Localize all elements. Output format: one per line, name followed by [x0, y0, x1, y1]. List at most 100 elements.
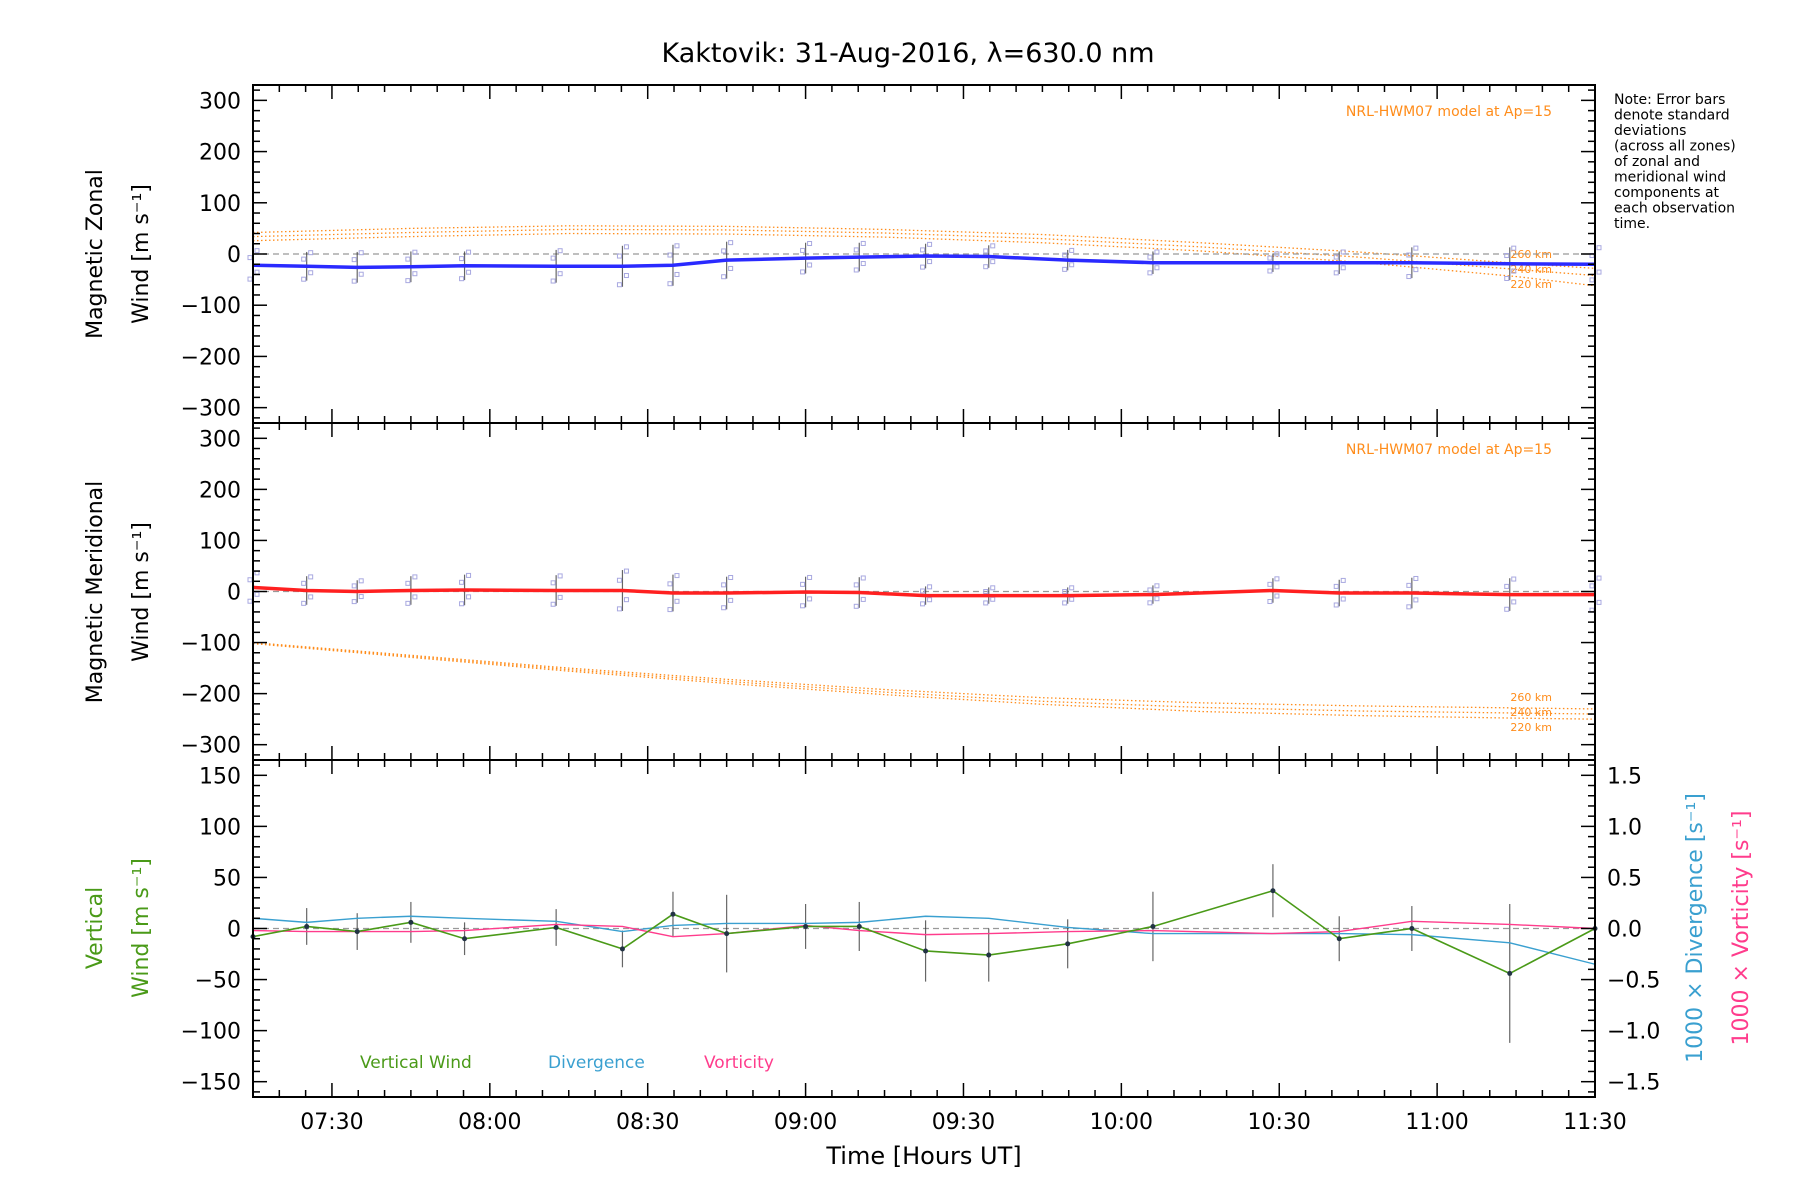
zone-sample	[616, 282, 622, 288]
zone-sample	[983, 600, 989, 606]
x-tick-label: 11:30	[1563, 1110, 1626, 1135]
zone-sample	[616, 253, 622, 259]
zonal-model-curves: 260 km 240 km 220 km	[252, 225, 1596, 291]
zone-sample	[1589, 583, 1595, 589]
zone-sample	[466, 249, 472, 255]
vertical-wind-point	[1507, 970, 1513, 976]
note-line: time.	[1614, 216, 1650, 232]
zone-sample	[800, 581, 806, 587]
zone-sample	[358, 578, 364, 584]
zone-sample	[405, 600, 411, 606]
vertical-wind-point	[619, 946, 625, 952]
y-tick-label: −200	[181, 345, 241, 370]
zone-sample	[990, 243, 996, 249]
zone-sample	[247, 276, 253, 282]
y-tick-label: −150	[181, 1071, 241, 1096]
zone-sample	[1154, 596, 1160, 602]
y-tick-label: 50	[213, 866, 241, 891]
zone-sample	[308, 594, 314, 600]
vertical-wind-point	[408, 919, 414, 925]
zone-sample	[1511, 599, 1517, 605]
meridional-wind-line	[252, 585, 1595, 598]
zone-sample	[1340, 596, 1346, 602]
y2-tick-label: −1.0	[1607, 1020, 1660, 1045]
zone-sample	[459, 601, 465, 607]
zone-sample	[1267, 599, 1273, 605]
zone-sample	[920, 601, 926, 607]
zone-sample	[466, 594, 472, 600]
y-tick-label: 0	[227, 581, 241, 606]
zone-sample	[405, 256, 411, 262]
note-line: components at	[1614, 185, 1720, 201]
zone-sample	[358, 594, 364, 600]
zonal-model-label: NRL-HWM07 model at Ap=15	[1346, 104, 1552, 120]
zone-sample	[728, 575, 734, 581]
model-curve-240km	[252, 642, 1596, 715]
zone-sample	[1147, 587, 1153, 593]
zone-sample	[1147, 254, 1153, 260]
y-tick-label: −300	[181, 734, 241, 759]
zone-sample	[351, 257, 357, 263]
zone-sample	[412, 594, 418, 600]
vertical-ylabel-1: Vertical	[83, 887, 108, 969]
zone-sample	[466, 269, 472, 275]
zone-sample	[728, 265, 734, 271]
zone-sample	[1069, 585, 1075, 591]
zone-sample	[405, 580, 411, 586]
zone-sample	[667, 281, 673, 287]
zone-sample	[412, 249, 418, 255]
y-tick-label: −300	[181, 397, 241, 422]
zone-sample	[1333, 602, 1339, 608]
zone-sample	[1147, 270, 1153, 276]
y-tick-label: −100	[181, 632, 241, 657]
zone-sample	[860, 596, 866, 602]
note-line: Note: Error bars	[1614, 92, 1725, 108]
zone-sample	[1413, 597, 1419, 603]
model-curve-220km	[252, 232, 1596, 287]
zone-sample	[1596, 599, 1602, 605]
zone-sample	[1511, 576, 1517, 582]
zone-sample	[1406, 252, 1412, 258]
zone-sample	[1511, 268, 1517, 274]
zone-sample	[1154, 583, 1160, 589]
y-tick-label: 150	[199, 764, 241, 789]
zone-sample	[1340, 265, 1346, 271]
y-tick-label: 200	[199, 141, 241, 166]
zone-sample	[1413, 575, 1419, 581]
zone-sample	[1154, 265, 1160, 271]
zone-sample	[254, 248, 260, 254]
zone-sample	[1062, 589, 1068, 594]
zone-sample	[301, 580, 307, 586]
zone-sample	[674, 598, 680, 604]
x-tick-label: 09:30	[932, 1110, 995, 1135]
zone-sample	[358, 271, 364, 277]
zone-sample	[550, 580, 556, 586]
meridional-model-label: NRL-HWM07 model at Ap=15	[1346, 442, 1552, 458]
vertical-wind-point	[354, 929, 360, 935]
x-tick-label: 10:00	[1090, 1110, 1153, 1135]
vertical-wind-point	[923, 948, 929, 954]
zone-sample	[1069, 247, 1075, 253]
zone-sample	[674, 573, 680, 579]
zone-sample	[550, 278, 556, 284]
x-tick-label: 09:00	[774, 1110, 837, 1135]
vertical-wind-point	[986, 952, 992, 958]
vertical-wind-point	[1409, 926, 1415, 931]
zone-sample	[1062, 252, 1068, 258]
zone-sample	[1340, 249, 1346, 255]
zone-sample	[800, 603, 806, 609]
zone-sample	[1333, 254, 1339, 260]
zone-sample	[351, 278, 357, 284]
zone-sample	[807, 241, 813, 247]
legend-divergence: Divergence	[548, 1053, 645, 1073]
zonal-ylabel-1: Magnetic Zonal	[83, 169, 108, 339]
zone-sample	[254, 269, 260, 275]
zone-sample	[860, 261, 866, 267]
zone-sample	[412, 271, 418, 277]
zone-sample	[667, 607, 673, 613]
zone-sample	[853, 247, 859, 253]
zone-sample	[1589, 277, 1595, 283]
zone-sample	[1267, 581, 1273, 587]
